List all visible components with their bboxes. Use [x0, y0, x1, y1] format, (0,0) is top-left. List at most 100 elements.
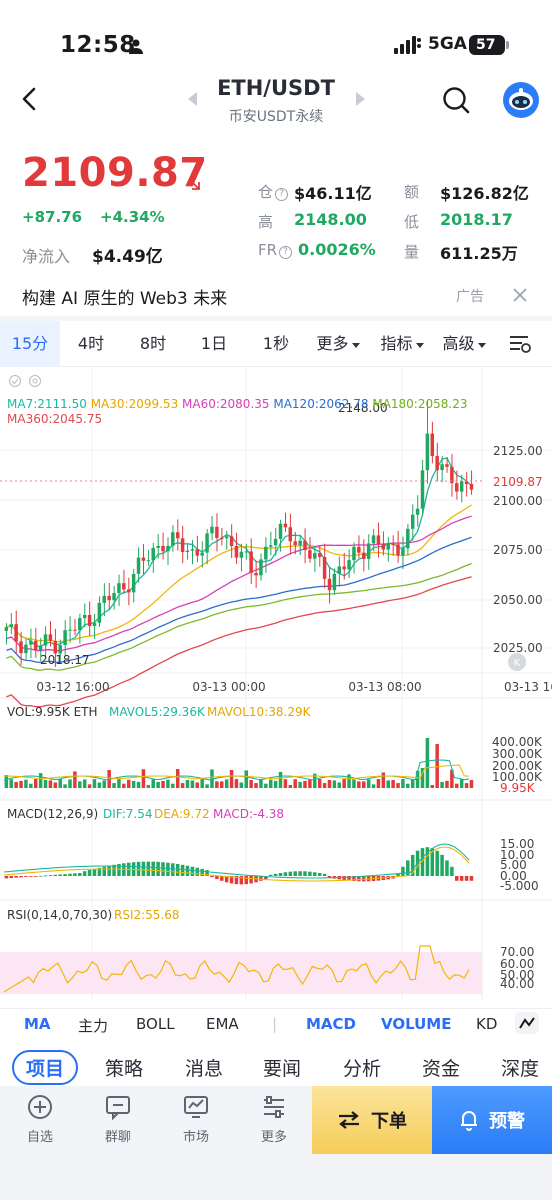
candle [43, 634, 48, 646]
nav-watchlist[interactable]: 自选 [10, 1094, 70, 1145]
candle [264, 546, 268, 560]
volume-bar [33, 779, 38, 788]
macd-label: MACD(12,26,9) [7, 807, 98, 821]
back-arrow-icon[interactable] [18, 86, 42, 112]
prev-pair-icon[interactable] [188, 92, 197, 106]
time-axis-tick: 03-13 08:00 [348, 680, 421, 694]
candle [313, 553, 317, 559]
candle [33, 640, 38, 651]
volume-bar [151, 779, 155, 788]
macd-bar [136, 861, 141, 876]
volume-bar [406, 783, 410, 788]
ind-ema[interactable]: EMA [206, 1015, 239, 1033]
section-tab-funds[interactable]: 资金 [422, 1058, 461, 1080]
pair-subtitle: 币安USDT永续 [228, 109, 324, 125]
low-marker: 2018.17 [40, 653, 90, 667]
chart-settings-icon[interactable] [508, 334, 532, 354]
macd-bar [161, 862, 165, 876]
candle [259, 559, 263, 576]
macd-axis-tick: 0.00 [500, 869, 527, 883]
tab-indicators[interactable]: 指标 [372, 321, 432, 367]
tab-1s[interactable]: 1秒 [262, 334, 290, 353]
time-axis-tick: 03-13 00:00 [192, 680, 265, 694]
macd-bar [107, 865, 111, 876]
candle [195, 549, 200, 556]
dif-line [3, 843, 470, 879]
volume-bar [156, 781, 160, 788]
candle [92, 622, 97, 627]
macd-dea-label: DEA:9.72 [154, 807, 210, 821]
visibility-icon[interactable] [8, 374, 42, 388]
candle [117, 583, 121, 593]
net-inflow-value: $4.49亿 [92, 247, 163, 267]
vol-label: VOL:9.95K ETH [7, 705, 98, 719]
volume-bar [136, 781, 141, 788]
section-tab-depth[interactable]: 深度 [501, 1058, 540, 1080]
macd-bar [327, 876, 332, 878]
ind-ma[interactable]: MA [24, 1015, 51, 1033]
macd-bar [322, 873, 327, 876]
nav-more[interactable]: 更多 [244, 1094, 304, 1145]
robot-assistant-icon[interactable] [503, 82, 539, 118]
ad-banner-text[interactable]: 构建 AI 原生的 Web3 未来 [22, 289, 228, 309]
ind-boll[interactable]: BOLL [136, 1015, 175, 1033]
macd-bar [82, 871, 87, 876]
section-tab-headlines[interactable]: 要闻 [263, 1058, 302, 1080]
close-icon[interactable] [512, 287, 528, 303]
volume-bar [401, 779, 405, 788]
price-change: +87.76 [22, 208, 83, 226]
macd-bar [117, 864, 121, 876]
tab-8h[interactable]: 8时 [139, 334, 167, 353]
ind-kd[interactable]: KD [476, 1015, 498, 1033]
section-tab-analysis[interactable]: 分析 [343, 1058, 382, 1080]
divider: | [272, 1015, 278, 1033]
volume-bar [303, 780, 307, 788]
nav-market[interactable]: 市场 [166, 1094, 226, 1145]
tab-1d[interactable]: 1日 [200, 334, 228, 353]
volume-bar [361, 781, 366, 788]
ind-volume[interactable]: VOLUME [381, 1015, 452, 1033]
candle [430, 433, 435, 457]
volume-bar [455, 783, 459, 788]
section-tab-strategy[interactable]: 策略 [105, 1058, 144, 1080]
search-icon[interactable] [442, 86, 470, 114]
next-pair-icon[interactable] [356, 92, 365, 106]
section-tab-project[interactable]: 项目 [12, 1050, 79, 1085]
volume-bar [19, 780, 23, 788]
price-axis-tick: 2100.00 [493, 494, 543, 508]
tab-advanced[interactable]: 高级 [434, 321, 494, 367]
help-icon: ? [279, 246, 293, 259]
price-alert-button[interactable]: 预警 [432, 1086, 552, 1154]
place-order-button[interactable]: 下单 [312, 1086, 432, 1154]
candle [175, 532, 180, 539]
volume-bar [440, 781, 444, 788]
ind-macd[interactable]: MACD [306, 1015, 356, 1033]
tab-4h[interactable]: 4时 [77, 334, 105, 353]
volume-bar [469, 780, 474, 788]
current-price-tag: 2109.87 [493, 475, 543, 489]
kline-chart[interactable]: 2125.00 2100.00 2075.00 2050.00 2025.00 2109.… [0, 368, 552, 1008]
price-axis-tick: 2075.00 [493, 543, 543, 557]
vol-axis-tick: 100.00K [492, 770, 543, 784]
candle [376, 535, 381, 545]
candle [161, 545, 165, 552]
volume-bar [254, 783, 258, 788]
candle [298, 540, 302, 546]
ind-main-force[interactable]: 主力 [78, 1017, 109, 1035]
section-tab-news[interactable]: 消息 [185, 1058, 224, 1080]
candle [396, 544, 400, 556]
macd-bar [347, 876, 351, 881]
nav-chat[interactable]: 群聊 [88, 1094, 148, 1145]
battery-icon: 57 [469, 35, 509, 55]
candle [53, 640, 58, 654]
tab-more[interactable]: 更多 [308, 321, 368, 367]
pair-title[interactable]: ETH/USDT [217, 76, 335, 100]
macd-axis-tick: 5.00 [500, 858, 527, 872]
volume-bar [229, 770, 234, 788]
tab-15m[interactable]: 15分 [0, 321, 60, 367]
draw-tool-icon[interactable] [514, 1011, 540, 1035]
volume-bar [450, 769, 454, 788]
macd-bar [200, 868, 204, 876]
macd-bar [273, 873, 278, 876]
candle [102, 595, 107, 603]
